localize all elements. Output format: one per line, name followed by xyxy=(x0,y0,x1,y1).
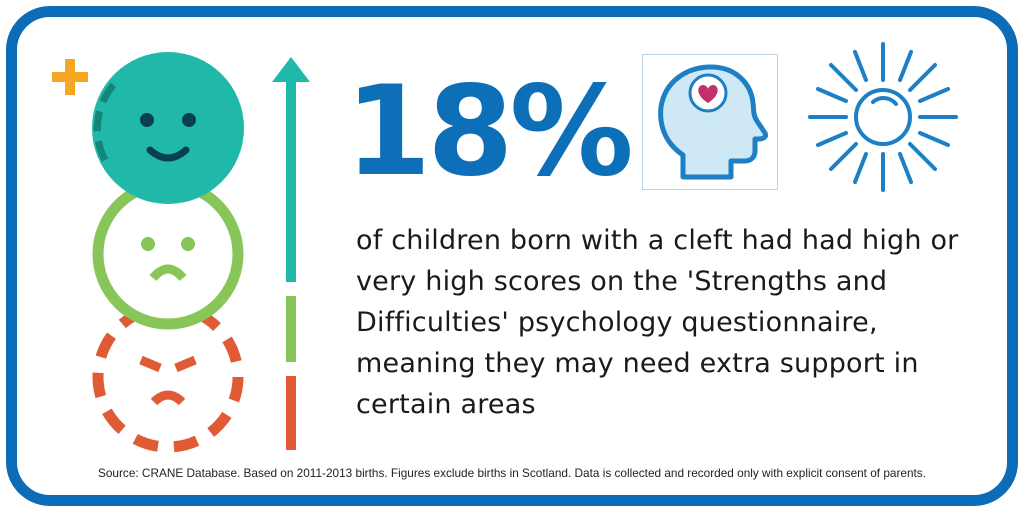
stat-value: 18% xyxy=(345,60,634,204)
sad-face-icon xyxy=(92,178,244,330)
stat-description: of children born with a cleft had had hi… xyxy=(356,225,959,420)
sun-icon xyxy=(808,42,958,192)
head-heart-icon-box xyxy=(642,54,778,190)
source-note: Source: CRANE Database. Based on 2011-20… xyxy=(98,466,926,480)
head-heart-icon xyxy=(658,64,768,180)
scale-arrow-icon xyxy=(272,57,310,450)
plus-icon xyxy=(52,59,88,95)
happy-face-icon xyxy=(92,52,244,204)
